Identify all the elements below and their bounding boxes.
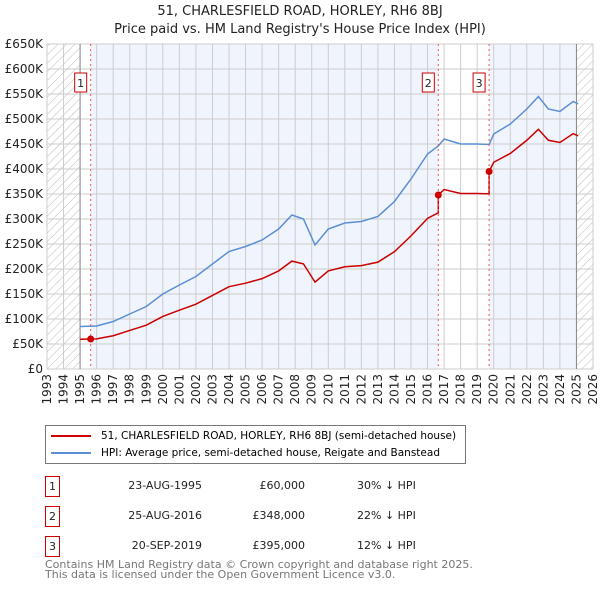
sale-date: 23-AUG-1995 [128,479,202,492]
x-tick-label: 1993 [40,374,54,405]
y-tick-label: £100K [5,312,45,326]
hpi-line [80,95,579,328]
y-tick-label: £200K [5,262,45,276]
sale-number: 1 [45,476,60,497]
sale-hpi-diff: 22% ↓ HPI [357,509,416,522]
x-tick-label: 1999 [139,374,153,405]
x-tick-label: 2011 [338,374,352,405]
x-tick-label: 2025 [569,374,583,405]
y-tick-label: £500K [5,112,45,126]
sale-price: £395,000 [252,539,306,552]
x-tick-label: 1994 [57,374,71,405]
sale-point [434,191,442,199]
sale-label: 3 [476,77,483,90]
legend-item-hpi: HPI: Average price, semi-detached house,… [51,447,440,459]
x-tick-label: 2013 [371,374,385,405]
sale-date: 20-SEP-2019 [131,539,202,552]
x-tick-label: 2017 [437,374,451,405]
legend: 51, CHARLESFIELD ROAD, HORLEY, RH6 8BJ (… [45,425,466,464]
legend-item-price-paid: 51, CHARLESFIELD ROAD, HORLEY, RH6 8BJ (… [51,430,456,442]
x-tick-label: 2026 [586,374,600,405]
sale-number: 2 [45,506,60,527]
x-tick-label: 2022 [520,374,534,405]
x-tick-label: 2006 [255,374,269,405]
x-tick-label: 2008 [288,374,302,405]
sale-label-box [421,72,435,93]
price-paid-line [80,128,579,340]
sale-row: 1 23-AUG-1995 £60,000 30% ↓ HPI [45,476,445,498]
sale-date: 25-AUG-2016 [128,509,202,522]
sale-label: 1 [77,77,84,90]
x-tick-label: 2000 [156,374,170,405]
chart-subtitle: Price paid vs. HM Land Registry's House … [114,22,486,37]
x-tick-label: 2023 [536,374,550,405]
x-tick-label: 2010 [321,374,335,405]
x-tick-label: 2015 [404,374,418,405]
x-tick-label: 2014 [387,374,401,405]
x-tick-label: 1997 [106,374,120,405]
ownership-band [489,44,577,369]
x-tick-label: 2007 [272,374,286,405]
sale-hpi-diff: 12% ↓ HPI [357,539,416,552]
sale-row: 2 25-AUG-2016 £348,000 22% ↓ HPI [45,506,445,528]
sale-number: 3 [45,536,60,557]
x-tick-label: 2020 [487,374,501,405]
x-tick-label: 2019 [470,374,484,405]
x-tick-label: 2012 [354,374,368,405]
y-tick-label: £150K [5,287,45,301]
sale-point [485,168,493,175]
sale-row: 3 20-SEP-2019 £395,000 12% ↓ HPI [45,536,445,558]
x-tick-label: 1995 [73,374,87,405]
ownership-band [90,44,439,369]
sale-label-box [74,72,88,93]
x-tick-label: 2001 [172,374,186,405]
y-tick-label: £300K [5,212,45,226]
sale-label-box [472,72,486,93]
chart-title: 51, CHARLESFIELD ROAD, HORLEY, RH6 8BJ [157,4,443,19]
footer: Contains HM Land Registry data © Crown c… [45,558,473,581]
y-tick-label: £350K [5,187,45,201]
x-tick-label: 2009 [305,374,319,405]
y-tick-label: £650K [5,37,45,51]
x-tick-label: 2016 [421,374,435,405]
sale-label: 2 [425,77,432,90]
x-tick-label: 2003 [205,374,219,405]
y-tick-label: £550K [5,87,45,101]
sale-price: £348,000 [252,509,306,522]
x-tick-label: 2021 [503,374,517,405]
plot-area: 1993 1994 1995 1996 1997 1998 1999 2000 2001 2002… [5,37,600,405]
x-tick-label: 2005 [239,374,253,405]
x-tick-label: 1996 [90,374,104,405]
sale-point [87,335,95,343]
hatched-region-after [576,44,593,369]
sale-price: £60,000 [259,479,306,492]
y-tick-label: £450K [5,137,45,151]
y-tick-label: £0 [28,362,43,376]
x-tick-label: 2024 [553,374,567,405]
sale-hpi-diff: 30% ↓ HPI [357,479,416,492]
x-tick-label: 2002 [189,374,203,405]
y-tick-label: £50K [12,337,44,351]
x-tick-label: 1998 [123,374,137,405]
x-tick-label: 2004 [222,374,236,405]
x-tick-label: 2018 [454,374,468,405]
y-tick-label: £400K [5,162,45,176]
y-tick-label: £250K [5,237,45,251]
y-tick-label: £600K [5,62,45,76]
